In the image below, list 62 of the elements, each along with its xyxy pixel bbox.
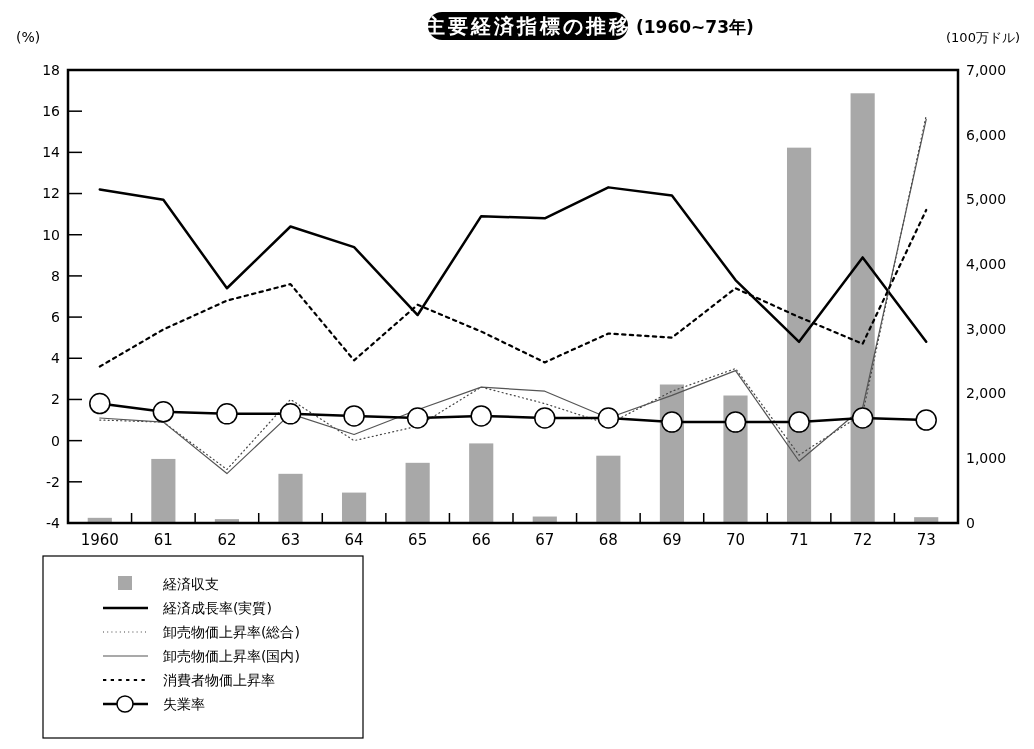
- bar: [469, 443, 494, 523]
- point: [470, 405, 492, 427]
- y-tick-label: 14: [42, 144, 61, 161]
- point: [152, 401, 175, 423]
- chart-subtitle: (1960~73年): [636, 17, 754, 37]
- y2-tick-label: 3,000: [966, 320, 1007, 337]
- y-tick-label: -4: [46, 514, 61, 531]
- point: [788, 411, 810, 433]
- y2-tick-label: 6,000: [966, 126, 1007, 143]
- x-tick-label: 71: [789, 531, 809, 549]
- x-tick-label: 67: [535, 531, 555, 549]
- x-tick-label: 68: [598, 531, 618, 549]
- x-tick-label: 62: [217, 531, 237, 549]
- bar: [278, 473, 303, 523]
- x-tick-label: 73: [916, 531, 936, 549]
- y2-tick-label: 4,000: [966, 256, 1007, 273]
- point: [279, 403, 302, 425]
- point: [597, 407, 620, 429]
- bar: [405, 462, 430, 523]
- y-tick-label: 10: [42, 226, 60, 243]
- point: [406, 407, 429, 429]
- legend-label: 経済収支: [162, 575, 219, 592]
- y-tick-label: 8: [51, 267, 60, 284]
- x-tick-label: 63: [280, 531, 301, 549]
- point: [534, 407, 556, 429]
- bar: [596, 455, 621, 523]
- y-tick-label: 4: [51, 350, 61, 367]
- legend-label: 卸売物価上昇率(総合): [163, 623, 300, 640]
- point: [724, 411, 747, 433]
- y-axis-title: (%): [16, 29, 41, 45]
- y2-tick-label: 5,000: [966, 191, 1007, 208]
- y-tick-label: -2: [46, 473, 60, 490]
- y2-tick-label: 0: [966, 514, 975, 531]
- point: [661, 411, 683, 433]
- x-tick-label: 61: [153, 531, 173, 549]
- x-tick-label: 69: [662, 531, 682, 549]
- x-tick-label: 70: [725, 531, 746, 549]
- bar: [786, 147, 812, 523]
- y-tick-label: 18: [42, 61, 60, 78]
- x-tick-label: 72: [853, 531, 873, 549]
- x-tick-label: 1960: [80, 531, 119, 549]
- point: [343, 405, 365, 427]
- legend-label: 失業率: [163, 695, 205, 712]
- y2-tick-label: 2,000: [966, 385, 1007, 402]
- x-tick-label: 66: [471, 531, 491, 549]
- y-tick-label: 2: [51, 391, 60, 408]
- y-tick-label: 6: [51, 308, 61, 325]
- bar: [151, 458, 176, 523]
- legend-label: 卸売物価上昇率(国内): [163, 647, 300, 664]
- legend-label: 消費者物価上昇率: [163, 671, 275, 688]
- x-tick-label: 65: [408, 531, 428, 549]
- bar: [341, 492, 367, 523]
- y2-axis-title: (100万ドル): [946, 30, 1020, 45]
- y-tick-label: 16: [42, 103, 61, 120]
- point: [851, 407, 874, 429]
- legend-label: 経済成長率(実質): [162, 599, 272, 616]
- y-tick-label: 0: [51, 432, 60, 449]
- y-tick-label: 12: [42, 185, 60, 202]
- y2-tick-label: 7,000: [966, 61, 1007, 78]
- y2-tick-label: 1,000: [966, 450, 1007, 467]
- bar: [850, 93, 875, 523]
- x-tick-label: 64: [344, 531, 364, 549]
